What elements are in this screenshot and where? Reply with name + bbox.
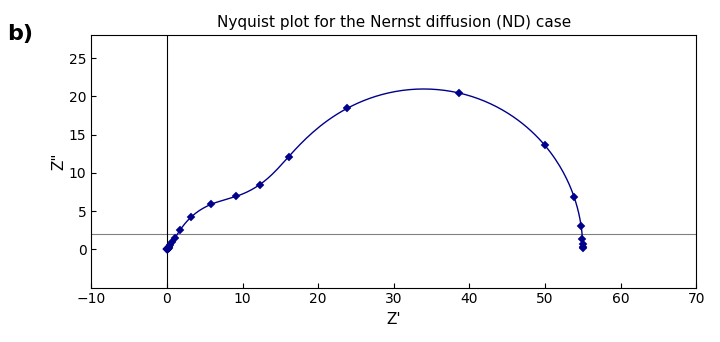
Title: Nyquist plot for the Nernst diffusion (ND) case: Nyquist plot for the Nernst diffusion (N… <box>217 15 571 30</box>
Text: b): b) <box>7 24 33 44</box>
X-axis label: Z': Z' <box>387 312 401 327</box>
Y-axis label: Z": Z" <box>51 153 66 170</box>
